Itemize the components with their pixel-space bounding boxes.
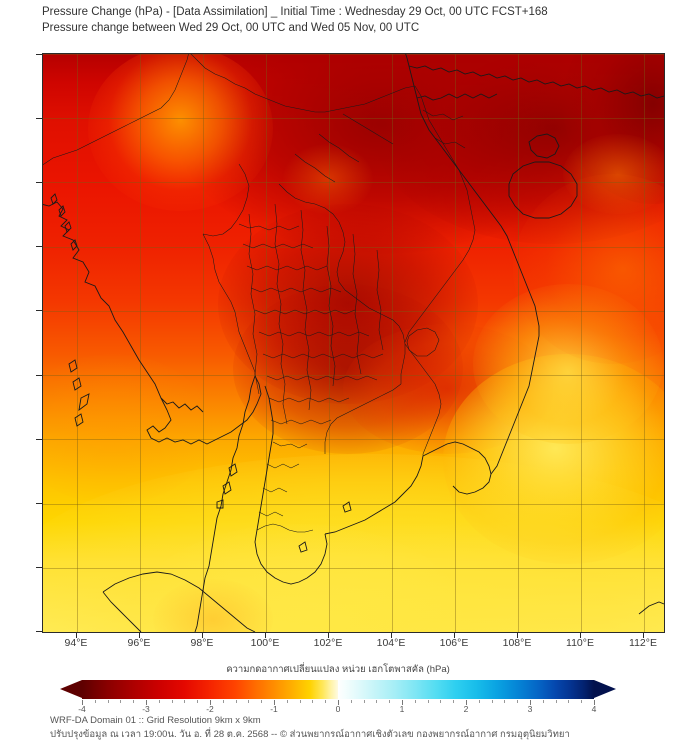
footer-domain-info: WRF-DA Domain 01 :: Grid Resolution 9km … [50, 715, 261, 726]
colorbar-tick-label-0: 0 [335, 704, 341, 714]
xtick-label-108E: 108°E [502, 637, 532, 649]
colorbar-tick-label-1: 1 [399, 704, 405, 714]
xtick-label-104E: 104°E [376, 637, 406, 649]
colorbar-extend-low-arrow [60, 680, 82, 698]
xtick-label-106E: 106°E [439, 637, 469, 649]
map-coastlines-and-borders [43, 54, 664, 632]
xtick-label-96E: 96°E [127, 637, 151, 649]
colorbar-tick-label-4: 4 [591, 704, 597, 714]
xtick-label-102E: 102°E [313, 637, 343, 649]
colorbar-positive-ramp [338, 680, 594, 699]
colorbar: -4 -3 -2 -1 0 1 2 3 4 [60, 679, 616, 714]
footer-block: WRF-DA Domain 01 :: Grid Resolution 9km … [50, 714, 670, 742]
colorbar-tick-label-2: 2 [463, 704, 469, 714]
map-plot-area [42, 53, 665, 633]
colorbar-tick-label-3: 3 [527, 704, 533, 714]
colorbar-tick-label--1: -1 [270, 704, 278, 714]
footer-credit: ปรับปรุงข้อมูล ณ เวลา 19:00น. วัน อ. ที่… [50, 729, 570, 740]
xtick-label-110E: 110°E [566, 637, 594, 649]
pressure-field-anomalies [43, 54, 664, 632]
colorbar-tick-label--2: -2 [206, 704, 214, 714]
xtick-label-100E: 100°E [250, 637, 280, 649]
xtick-label-98E: 98°E [190, 637, 214, 649]
xtick-label-112E: 112°E [629, 637, 657, 649]
chart-title-line1: Pressure Change (hPa) - [Data Assimilati… [42, 6, 548, 18]
colorbar-extend-high-arrow [594, 680, 616, 698]
chart-title-block: Pressure Change (hPa) - [Data Assimilati… [42, 5, 662, 36]
xtick-label-94E: 94°E [64, 637, 88, 649]
colorbar-tick-label--4: -4 [78, 704, 86, 714]
colorbar-caption: ความกดอากาศเปลี่ยนแปลง หน่วย เฮกโตพาสคัล… [226, 664, 450, 675]
colorbar-negative-ramp [82, 680, 338, 699]
chart-title-line2: Pressure change between Wed 29 Oct, 00 U… [42, 21, 420, 34]
colorbar-tick-label--3: -3 [142, 704, 150, 714]
